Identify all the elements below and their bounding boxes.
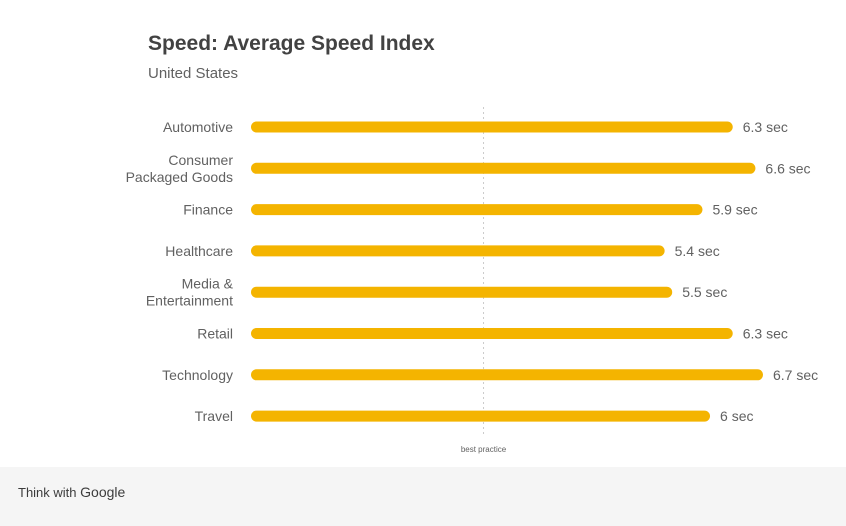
- category-label: Retail: [197, 326, 233, 342]
- value-label: 5.5 sec: [682, 284, 727, 300]
- bar: [251, 410, 711, 422]
- value-label: 6.3 sec: [743, 119, 788, 135]
- category-label: Technology: [162, 367, 233, 383]
- footer: Think with Google: [0, 467, 846, 526]
- value-label: 6 sec: [720, 408, 753, 424]
- category-label: Healthcare: [165, 243, 233, 259]
- bar: [251, 162, 756, 174]
- value-label: 6.6 sec: [765, 160, 810, 176]
- bar: [251, 245, 665, 257]
- bar: [251, 328, 733, 339]
- category-label: Media & Entertainment: [146, 276, 234, 309]
- chart-title: Speed: Average Speed Index: [148, 32, 435, 55]
- best-practice-label: best practice: [461, 445, 507, 454]
- bar: [251, 286, 673, 298]
- category-label: Travel: [195, 408, 233, 424]
- chart-subtitle: United States: [148, 65, 239, 82]
- value-label: 6.3 sec: [743, 326, 788, 342]
- category-label: Automotive: [163, 119, 233, 135]
- value-label: 5.9 sec: [712, 202, 757, 218]
- value-label: 5.4 sec: [675, 243, 720, 259]
- bar: [251, 204, 703, 216]
- bar: [251, 369, 763, 381]
- footer-brand: Think with Google: [18, 484, 125, 500]
- category-label: Consumer Packaged Goods: [126, 152, 234, 185]
- category-label: Finance: [183, 202, 233, 218]
- footer-google-logo: Google: [80, 484, 126, 500]
- value-label: 6.7 sec: [773, 367, 818, 383]
- footer-prefix: Think with: [18, 485, 81, 500]
- bar-chart: best practice Automotive 6.3 sec Consumer Pa…: [126, 107, 818, 454]
- bar: [251, 121, 733, 133]
